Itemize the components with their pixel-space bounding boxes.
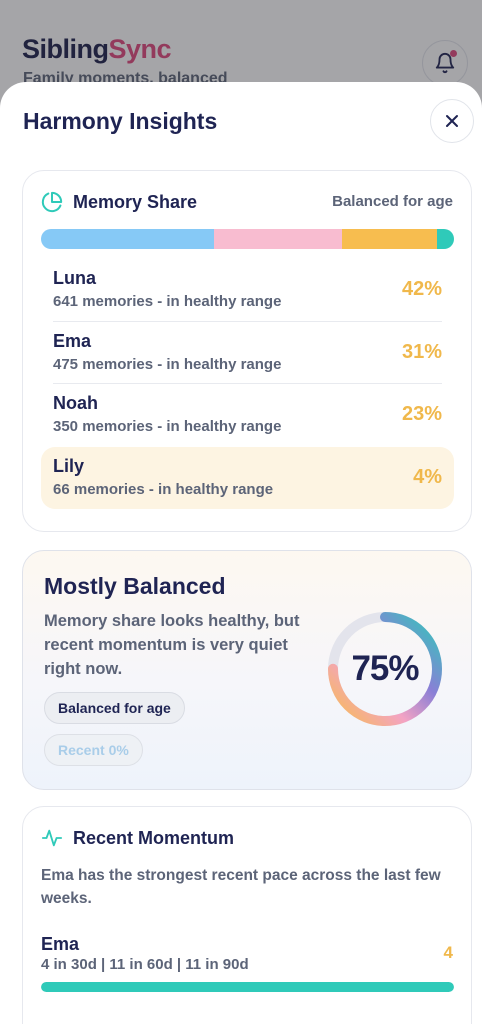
momentum-progress-fill bbox=[41, 982, 454, 992]
notifications-button[interactable] bbox=[422, 40, 468, 86]
sibling-detail: 66 memories - in healthy range bbox=[53, 480, 274, 498]
score-ring-fill bbox=[328, 612, 442, 726]
recent-chip: Recent 0% bbox=[44, 734, 143, 766]
close-button[interactable] bbox=[430, 99, 474, 143]
sibling-row-noah[interactable]: Noah 350 memories - in healthy range 23% bbox=[41, 384, 454, 447]
balance-description: Memory share looks healthy, but recent m… bbox=[44, 612, 300, 678]
sheet-title: Harmony Insights bbox=[23, 108, 218, 134]
momentum-leader-value: 4 bbox=[443, 943, 453, 962]
balance-title: Mostly Balanced bbox=[44, 573, 226, 599]
momentum-header: Recent Momentum bbox=[41, 827, 234, 849]
momentum-description: Ema has the strongest recent pace across… bbox=[41, 867, 441, 907]
momentum-leader-detail: 4 in 30d | 11 in 60d | 11 in 90d bbox=[41, 956, 249, 973]
notification-dot bbox=[450, 50, 457, 57]
memory-share-header: Memory Share bbox=[41, 191, 197, 213]
bell-icon bbox=[435, 53, 455, 74]
pie-chart-icon bbox=[41, 191, 63, 213]
balance-score-ring bbox=[328, 612, 442, 726]
divider bbox=[53, 383, 442, 384]
sibling-percent: 31% bbox=[401, 340, 442, 363]
sibling-name: Noah bbox=[53, 393, 98, 413]
sibling-percent: 4% bbox=[413, 465, 442, 488]
share-segment-ema bbox=[214, 229, 343, 249]
memory-share-heading: Memory Share bbox=[73, 191, 198, 212]
share-segment-lily bbox=[437, 229, 454, 249]
sibling-name: Luna bbox=[53, 268, 96, 288]
sibling-detail: 350 memories - in healthy range bbox=[53, 418, 282, 435]
activity-pulse-icon bbox=[41, 829, 63, 847]
sibling-percent: 42% bbox=[401, 278, 442, 300]
sibling-name: Lily bbox=[53, 455, 85, 476]
sibling-row-ema[interactable]: Ema 475 memories - in healthy range 31% bbox=[41, 322, 454, 384]
sibling-name: Ema bbox=[53, 330, 92, 351]
sibling-list: Luna 641 memories - in healthy range 42%… bbox=[41, 259, 454, 509]
recent-momentum-card: Recent Momentum Ema has the strongest re… bbox=[22, 806, 472, 1024]
divider bbox=[53, 320, 442, 322]
share-segment-noah bbox=[342, 229, 438, 249]
sibling-percent: 23% bbox=[401, 403, 442, 425]
momentum-progress-track bbox=[41, 982, 454, 992]
share-status: Balanced for age bbox=[332, 193, 453, 210]
balance-score: 75% bbox=[351, 649, 419, 688]
close-icon bbox=[446, 115, 458, 127]
sibling-row-luna[interactable]: Luna 641 memories - in healthy range 42% bbox=[41, 259, 454, 322]
memory-share-card: Memory Share Balanced for age Luna 641 m… bbox=[22, 170, 472, 532]
balance-summary-card: Mostly Balanced Memory share looks healt… bbox=[22, 550, 472, 790]
app-title: SiblingSync bbox=[22, 34, 172, 64]
momentum-leader-name: Ema bbox=[41, 934, 80, 954]
momentum-heading: Recent Momentum bbox=[73, 827, 235, 848]
memory-share-bar bbox=[41, 229, 454, 249]
share-segment-luna bbox=[41, 229, 215, 249]
sibling-detail: 641 memories - in healthy range bbox=[53, 293, 282, 310]
harmony-insights-sheet: Harmony Insights Memory Share Balanced f… bbox=[0, 82, 482, 1024]
balanced-for-age-chip: Balanced for age bbox=[44, 692, 185, 724]
sibling-detail: 475 memories - in healthy range bbox=[53, 355, 282, 373]
sibling-row-lily[interactable]: Lily 66 memories - in healthy range 4% bbox=[41, 446, 454, 509]
